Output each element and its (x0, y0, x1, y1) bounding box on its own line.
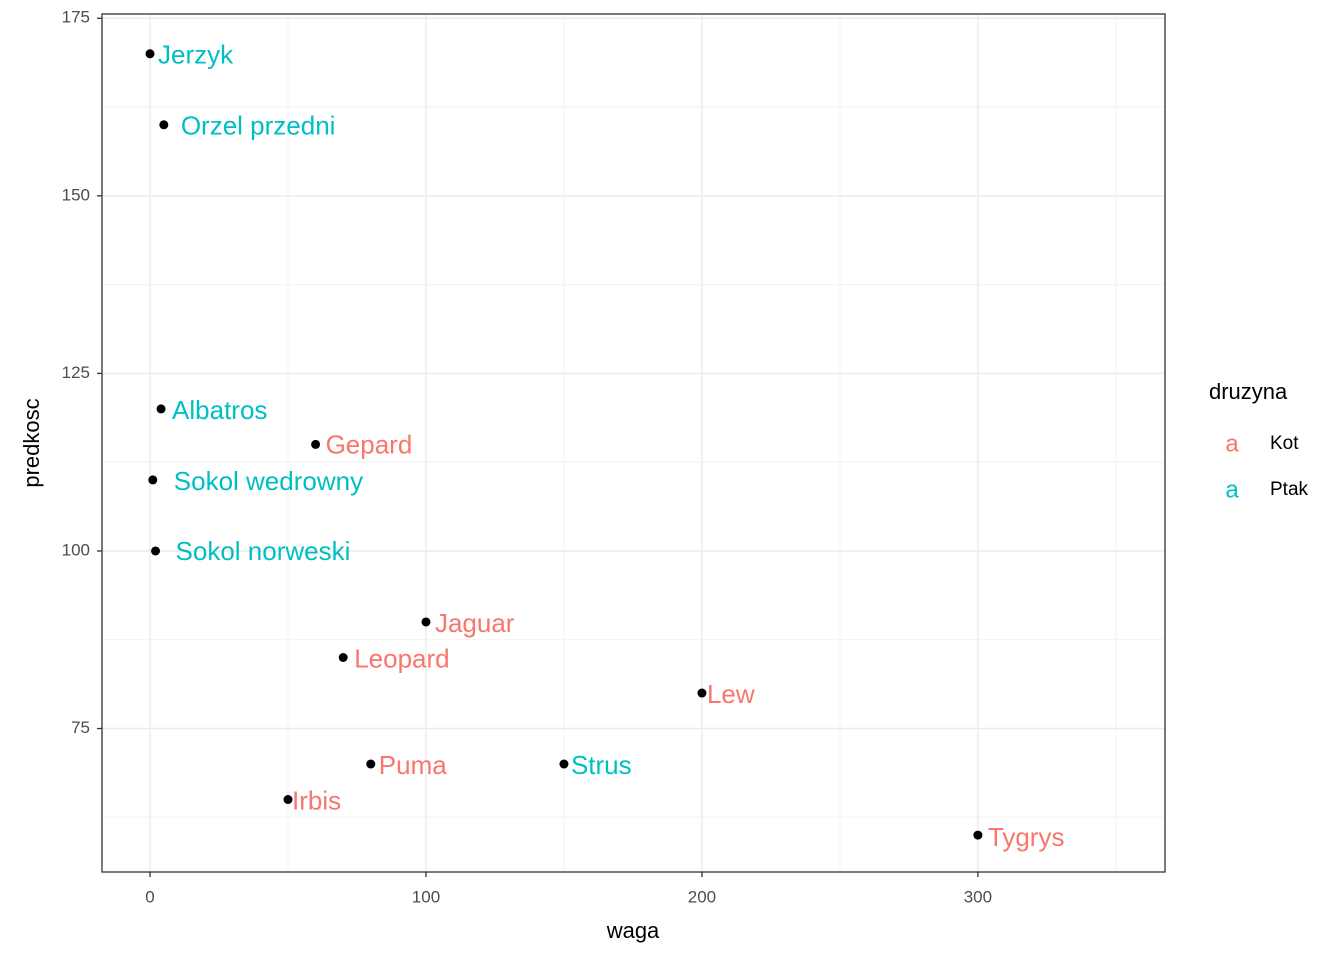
point-label: Lew (707, 679, 755, 709)
point-label: Puma (379, 750, 447, 780)
point (338, 653, 348, 662)
legend-key: a (1225, 476, 1239, 503)
point-label: Tygrys (988, 822, 1065, 852)
point-label: Sokol norweski (176, 536, 351, 566)
point (148, 475, 158, 485)
point-label: Gepard (326, 429, 413, 459)
point-label: Albatros (172, 395, 267, 425)
point-label: Jaguar (435, 608, 515, 638)
point (145, 49, 155, 59)
point (366, 759, 376, 769)
panel-border (101, 13, 1166, 873)
y-tick-label: 125 (62, 363, 90, 382)
point-label: Strus (571, 750, 632, 780)
point-label: Sokol wedrowny (174, 466, 363, 496)
x-axis-title: waga (606, 918, 660, 943)
y-tick-label: 100 (62, 540, 90, 559)
y-tick-label: 150 (62, 185, 90, 204)
point-label: Leopard (354, 643, 449, 673)
legend-title: druzyna (1209, 379, 1288, 404)
y-tick-label: 175 (62, 8, 90, 27)
point-label: Orzel przedni (181, 111, 336, 141)
point (283, 795, 293, 805)
legend-label: Ptak (1270, 479, 1309, 500)
point-label: Jerzyk (158, 40, 234, 70)
point (421, 617, 431, 627)
x-tick-label: 200 (688, 887, 716, 906)
point (973, 830, 983, 840)
point (311, 439, 321, 449)
point (151, 546, 161, 556)
y-axis-title: predkosc (19, 398, 44, 487)
point (159, 120, 169, 130)
point (156, 404, 166, 414)
y-tick-label: 75 (71, 718, 90, 737)
x-tick-label: 100 (412, 887, 440, 906)
legend-key: a (1225, 430, 1239, 457)
legend-label: Kot (1270, 433, 1299, 454)
x-tick-label: 0 (145, 887, 154, 906)
point-label: Irbis (292, 785, 341, 815)
point (697, 688, 707, 698)
point (559, 759, 569, 769)
x-tick-label: 300 (964, 887, 992, 906)
